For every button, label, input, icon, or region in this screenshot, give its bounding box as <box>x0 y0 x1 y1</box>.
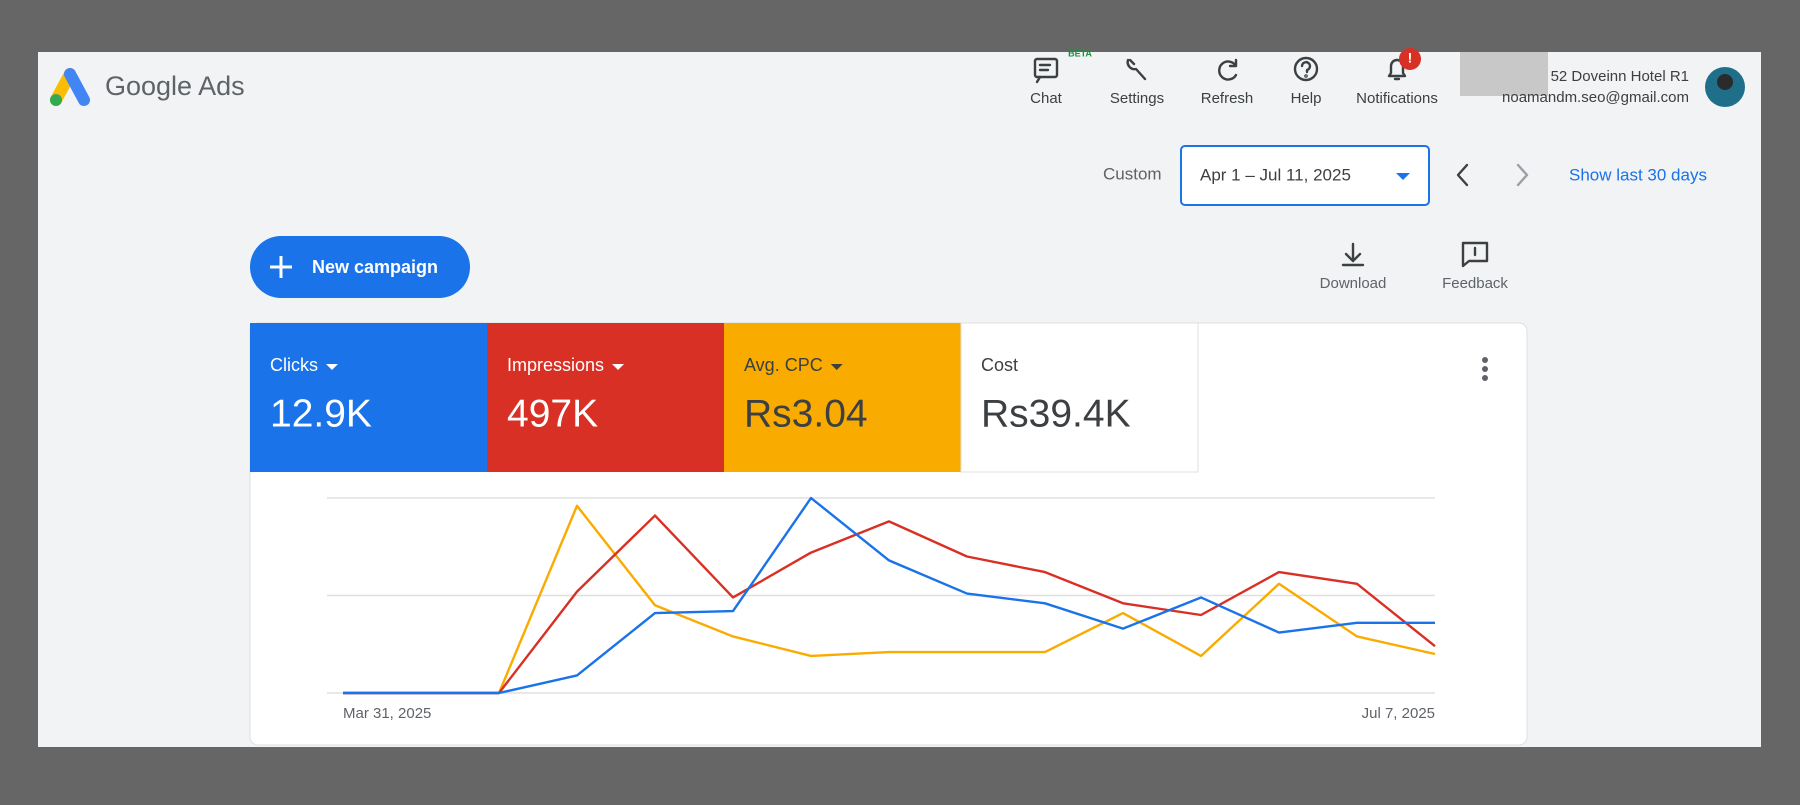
new-campaign-label: New campaign <box>312 257 438 277</box>
tool-badge: BETA <box>1068 48 1092 58</box>
previous-period[interactable] <box>1456 163 1469 187</box>
metric-label: Clicks <box>270 355 318 375</box>
download-icon[interactable] <box>1341 242 1365 267</box>
feedback-icon[interactable] <box>1461 241 1489 268</box>
dropdown-arrow <box>1396 173 1410 180</box>
tool-label: Chat <box>1030 90 1063 107</box>
series-line <box>343 496 1435 695</box>
metric-label: Cost <box>981 355 1018 375</box>
metric-label: Avg. CPC <box>744 355 823 375</box>
avatar-face <box>1717 74 1733 90</box>
metric-value: Rs3.04 <box>744 392 868 435</box>
chat-icon[interactable] <box>1033 57 1059 84</box>
date-range-picker[interactable] <box>1180 145 1430 206</box>
account-name: 52 Doveinn Hotel R1 <box>1551 68 1689 85</box>
help-icon[interactable] <box>1293 56 1319 82</box>
date-range: Apr 1 – Jul 11, 2025 <box>1200 165 1351 184</box>
notification-badge <box>1399 48 1421 70</box>
settings-icon[interactable] <box>1126 58 1147 81</box>
metric-dropdown <box>326 364 338 370</box>
tool-label: Refresh <box>1201 90 1254 107</box>
series-line <box>343 504 1436 695</box>
new-campaign-button[interactable] <box>250 236 470 298</box>
download-label: Download <box>1320 275 1387 292</box>
more-menu[interactable] <box>1482 357 1488 381</box>
x-tick-label: Jul 7, 2025 <box>1362 705 1435 722</box>
account-email: noamandm.seo@gmail.com <box>1502 89 1689 106</box>
redaction <box>1460 52 1548 96</box>
metric-tile[interactable] <box>960 322 1199 473</box>
tool-badge: ! <box>1408 50 1413 66</box>
product-name: Google Ads <box>105 71 245 101</box>
metric-tile[interactable] <box>487 323 724 472</box>
date-preset: Custom <box>1103 164 1162 183</box>
series-line <box>343 514 1436 695</box>
metric-dropdown <box>612 364 625 370</box>
metric-dropdown <box>830 364 843 370</box>
feedback-label: Feedback <box>1442 275 1508 292</box>
tool-label: Notifications <box>1356 90 1438 107</box>
logo <box>50 68 90 106</box>
metric-tile[interactable] <box>724 323 961 472</box>
tool-label: Settings <box>1110 90 1164 107</box>
metric-value: 497K <box>507 392 598 435</box>
tool-label: Help <box>1291 90 1322 107</box>
next-period[interactable] <box>1516 163 1529 187</box>
refresh-icon[interactable] <box>1218 58 1238 81</box>
plus-icon <box>270 256 292 278</box>
metric-value: 12.9K <box>270 392 372 435</box>
x-tick-label: Mar 31, 2025 <box>343 705 431 722</box>
metric-label: Impressions <box>507 355 604 375</box>
metric-tile[interactable] <box>250 323 487 472</box>
show-last-30-days[interactable]: Show last 30 days <box>1569 165 1707 184</box>
metric-value: Rs39.4K <box>981 392 1131 435</box>
